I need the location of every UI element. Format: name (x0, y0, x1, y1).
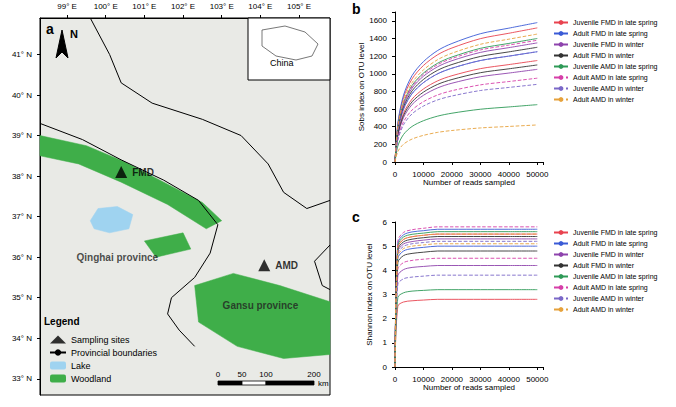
svg-text:Adult FMD in late spring: Adult FMD in late spring (573, 240, 648, 248)
svg-text:Adult AMD in late spring: Adult AMD in late spring (573, 74, 648, 82)
svg-text:Adult FMD in winter: Adult FMD in winter (573, 52, 635, 59)
svg-text:1400: 1400 (369, 34, 387, 43)
svg-text:40000: 40000 (498, 375, 521, 384)
svg-text:103° E: 103° E (210, 2, 234, 11)
svg-text:38° N: 38° N (12, 172, 32, 181)
svg-text:Juvenile AMD in winter: Juvenile AMD in winter (573, 85, 644, 92)
svg-text:Sobs index on OTU level: Sobs index on OTU level (357, 43, 366, 132)
svg-text:2: 2 (383, 314, 388, 323)
svg-text:1600: 1600 (369, 16, 387, 25)
svg-text:Juvenile AMD in winter: Juvenile AMD in winter (573, 295, 644, 302)
svg-text:Adult AMD in winter: Adult AMD in winter (573, 96, 635, 103)
svg-text:0: 0 (383, 363, 388, 372)
svg-text:3: 3 (383, 290, 388, 299)
svg-text:Provincial boundaries: Provincial boundaries (71, 348, 158, 358)
svg-text:400: 400 (374, 122, 388, 131)
svg-text:Number of reads sampled: Number of reads sampled (423, 178, 515, 187)
svg-text:Lake: Lake (71, 361, 91, 371)
svg-text:100° E: 100° E (94, 2, 118, 11)
svg-text:Shannon index on OTU level: Shannon index on OTU level (365, 243, 374, 346)
svg-text:Juvenile FMD in winter: Juvenile FMD in winter (573, 251, 644, 258)
svg-text:50000: 50000 (526, 375, 549, 384)
svg-text:50000: 50000 (526, 170, 549, 179)
svg-text:200: 200 (307, 370, 321, 379)
svg-text:FMD: FMD (132, 167, 154, 178)
svg-text:Woodland: Woodland (71, 374, 111, 384)
svg-text:Adult FMD in late spring: Adult FMD in late spring (573, 30, 648, 38)
svg-text:1000: 1000 (369, 69, 387, 78)
svg-text:0: 0 (383, 158, 388, 167)
svg-text:Adult FMD in winter: Adult FMD in winter (573, 262, 635, 269)
svg-text:b: b (352, 1, 361, 17)
svg-text:99° E: 99° E (57, 2, 77, 11)
svg-text:Sampling sites: Sampling sites (71, 335, 130, 345)
svg-text:0: 0 (393, 170, 398, 179)
svg-text:Qinghai province: Qinghai province (76, 252, 158, 263)
svg-text:Adult AMD in late spring: Adult AMD in late spring (573, 284, 648, 292)
svg-text:1200: 1200 (369, 52, 387, 61)
svg-text:10000: 10000 (412, 375, 435, 384)
svg-text:Adult AMD in winter: Adult AMD in winter (573, 306, 635, 313)
svg-text:China: China (270, 57, 294, 68)
svg-text:30000: 30000 (469, 375, 492, 384)
svg-text:Juvenile AMD in late spring: Juvenile AMD in late spring (573, 63, 658, 71)
svg-text:N: N (70, 28, 78, 40)
svg-text:200: 200 (374, 140, 388, 149)
svg-text:40000: 40000 (498, 170, 521, 179)
svg-text:104° E: 104° E (248, 2, 272, 11)
svg-text:0: 0 (216, 370, 221, 379)
svg-text:100: 100 (259, 370, 273, 379)
svg-text:41° N: 41° N (12, 50, 32, 59)
svg-text:0: 0 (393, 375, 398, 384)
svg-text:1: 1 (383, 338, 388, 347)
svg-text:20000: 20000 (441, 375, 464, 384)
svg-text:33° N: 33° N (12, 374, 32, 383)
svg-text:a: a (46, 21, 54, 37)
svg-text:30000: 30000 (469, 170, 492, 179)
svg-text:Juvenile FMD in late spring: Juvenile FMD in late spring (573, 229, 658, 237)
svg-text:101° E: 101° E (132, 2, 156, 11)
svg-text:Juvenile FMD in winter: Juvenile FMD in winter (573, 41, 644, 48)
svg-text:600: 600 (374, 105, 388, 114)
svg-text:Number of reads sampled: Number of reads sampled (423, 383, 515, 392)
svg-text:10000: 10000 (412, 170, 435, 179)
svg-text:km: km (318, 379, 329, 388)
svg-text:Gansu province: Gansu province (223, 300, 299, 311)
svg-text:4: 4 (383, 266, 388, 275)
svg-text:c: c (352, 209, 360, 225)
svg-text:36° N: 36° N (12, 253, 32, 262)
svg-text:20000: 20000 (441, 170, 464, 179)
svg-text:102° E: 102° E (171, 2, 195, 11)
svg-text:35° N: 35° N (12, 293, 32, 302)
svg-text:5: 5 (383, 242, 388, 251)
svg-text:800: 800 (374, 87, 388, 96)
svg-text:34° N: 34° N (12, 334, 32, 343)
svg-text:AMD: AMD (275, 260, 298, 271)
svg-text:37° N: 37° N (12, 212, 32, 221)
svg-text:50: 50 (238, 370, 247, 379)
svg-text:Legend: Legend (44, 316, 80, 327)
svg-text:39° N: 39° N (12, 131, 32, 140)
svg-text:105° E: 105° E (287, 2, 311, 11)
svg-text:40° N: 40° N (12, 91, 32, 100)
svg-text:Juvenile FMD in late spring: Juvenile FMD in late spring (573, 19, 658, 27)
svg-text:Juvenile AMD in late spring: Juvenile AMD in late spring (573, 273, 658, 281)
svg-text:6: 6 (383, 218, 388, 227)
